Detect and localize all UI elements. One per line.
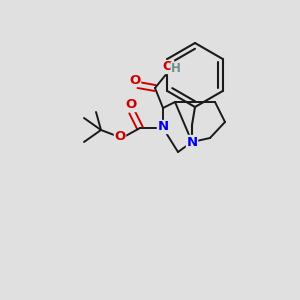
Text: O: O (125, 98, 136, 112)
Text: O: O (129, 74, 141, 86)
Text: N: N (186, 136, 198, 148)
Text: O: O (114, 130, 126, 143)
Text: O: O (162, 61, 174, 74)
Text: H: H (171, 62, 181, 76)
Text: N: N (158, 121, 169, 134)
